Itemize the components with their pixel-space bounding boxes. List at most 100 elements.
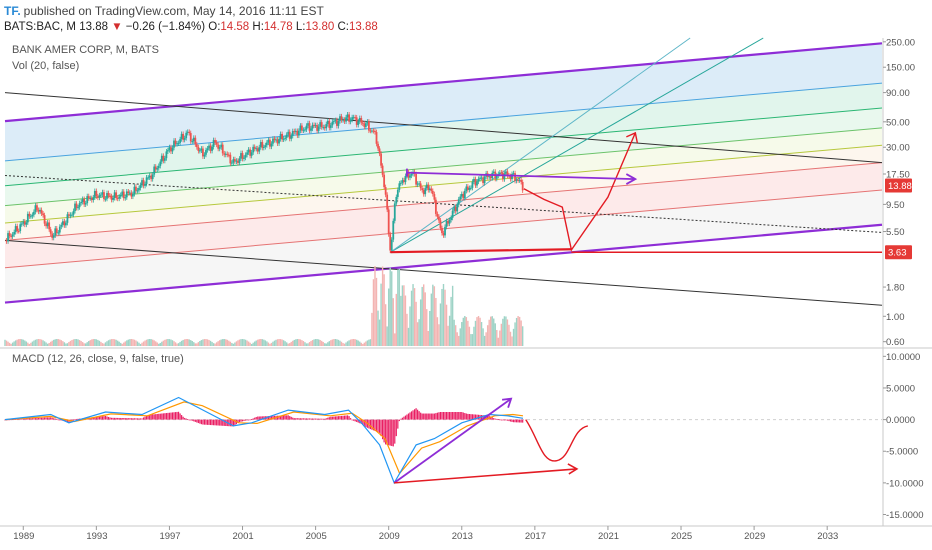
candle[interactable]: [154, 166, 157, 170]
candle[interactable]: [285, 134, 288, 138]
candle[interactable]: [453, 206, 456, 211]
candle[interactable]: [206, 148, 209, 151]
candle[interactable]: [10, 236, 12, 238]
candle[interactable]: [340, 116, 343, 121]
candle[interactable]: [141, 180, 143, 185]
candle[interactable]: [145, 177, 148, 184]
candle[interactable]: [246, 152, 248, 155]
projection-path[interactable]: [523, 132, 636, 252]
candle[interactable]: [115, 192, 118, 198]
candle[interactable]: [404, 175, 407, 183]
candle[interactable]: [133, 186, 136, 194]
candle[interactable]: [436, 213, 439, 217]
candle[interactable]: [34, 205, 37, 212]
candle[interactable]: [305, 125, 308, 130]
pitchfork-line[interactable]: [4, 189, 883, 269]
candle[interactable]: [380, 153, 382, 166]
candle[interactable]: [311, 124, 314, 129]
candle[interactable]: [386, 194, 389, 210]
candle[interactable]: [363, 123, 366, 127]
candle[interactable]: [8, 233, 11, 237]
candle[interactable]: [81, 198, 84, 202]
candle[interactable]: [112, 197, 115, 200]
candle[interactable]: [195, 144, 198, 148]
candle[interactable]: [418, 183, 421, 185]
candle[interactable]: [198, 150, 201, 152]
candle[interactable]: [237, 160, 239, 163]
candle[interactable]: [407, 172, 410, 178]
pitchfork-line[interactable]: [4, 42, 883, 123]
signal-line[interactable]: [4, 401, 524, 475]
candle[interactable]: [512, 173, 515, 175]
candle[interactable]: [326, 120, 329, 125]
candle[interactable]: [127, 191, 130, 194]
candle[interactable]: [215, 142, 218, 145]
candle[interactable]: [241, 153, 244, 159]
candle[interactable]: [124, 197, 127, 199]
candle[interactable]: [42, 213, 44, 216]
pitchfork-line[interactable]: [4, 82, 883, 162]
candle[interactable]: [61, 221, 64, 225]
candle[interactable]: [49, 229, 52, 234]
candle[interactable]: [378, 148, 381, 154]
candle[interactable]: [234, 159, 236, 162]
candle[interactable]: [238, 158, 241, 163]
candle[interactable]: [218, 147, 221, 149]
candle[interactable]: [451, 210, 454, 218]
candle[interactable]: [202, 148, 204, 157]
candle[interactable]: [229, 154, 232, 164]
candle[interactable]: [293, 131, 296, 133]
support-arrow[interactable]: [390, 248, 572, 254]
candle[interactable]: [320, 122, 323, 128]
candle[interactable]: [366, 121, 369, 124]
candle[interactable]: [200, 148, 203, 151]
trendline[interactable]: [4, 239, 883, 306]
candle[interactable]: [409, 175, 411, 178]
candle[interactable]: [46, 222, 49, 227]
candle[interactable]: [92, 197, 95, 201]
candle[interactable]: [205, 150, 207, 155]
candle[interactable]: [444, 226, 446, 236]
candle[interactable]: [191, 141, 194, 143]
candle[interactable]: [276, 139, 279, 144]
candle[interactable]: [498, 172, 501, 174]
candle[interactable]: [171, 147, 174, 152]
candle[interactable]: [375, 132, 378, 144]
candle[interactable]: [348, 114, 351, 122]
candle[interactable]: [454, 206, 457, 212]
candle[interactable]: [69, 214, 72, 216]
candle[interactable]: [520, 179, 523, 182]
candle[interactable]: [104, 198, 107, 200]
pitchfork-line[interactable]: [4, 107, 883, 187]
candle[interactable]: [113, 192, 116, 198]
candle[interactable]: [255, 148, 258, 150]
candle[interactable]: [369, 130, 372, 132]
candle[interactable]: [450, 217, 453, 220]
candle[interactable]: [256, 148, 259, 152]
candle[interactable]: [185, 132, 188, 139]
candle[interactable]: [272, 138, 274, 144]
candle[interactable]: [489, 176, 492, 179]
macd-divergence-arrow[interactable]: [393, 397, 512, 484]
candle[interactable]: [54, 228, 57, 236]
candle[interactable]: [84, 203, 87, 205]
candle[interactable]: [390, 239, 393, 251]
candle[interactable]: [90, 198, 93, 201]
candle[interactable]: [483, 176, 486, 184]
candle[interactable]: [25, 222, 28, 225]
candle[interactable]: [465, 186, 468, 191]
candle[interactable]: [227, 154, 230, 156]
candle[interactable]: [506, 171, 509, 176]
candle[interactable]: [463, 190, 466, 199]
candle[interactable]: [442, 233, 445, 236]
candle[interactable]: [180, 133, 183, 140]
candle[interactable]: [279, 133, 282, 140]
candle[interactable]: [415, 174, 417, 185]
candle[interactable]: [509, 176, 512, 180]
candle[interactable]: [441, 228, 443, 234]
candle[interactable]: [230, 162, 233, 164]
candle[interactable]: [364, 123, 367, 127]
candle[interactable]: [345, 117, 347, 122]
candle[interactable]: [401, 180, 404, 183]
